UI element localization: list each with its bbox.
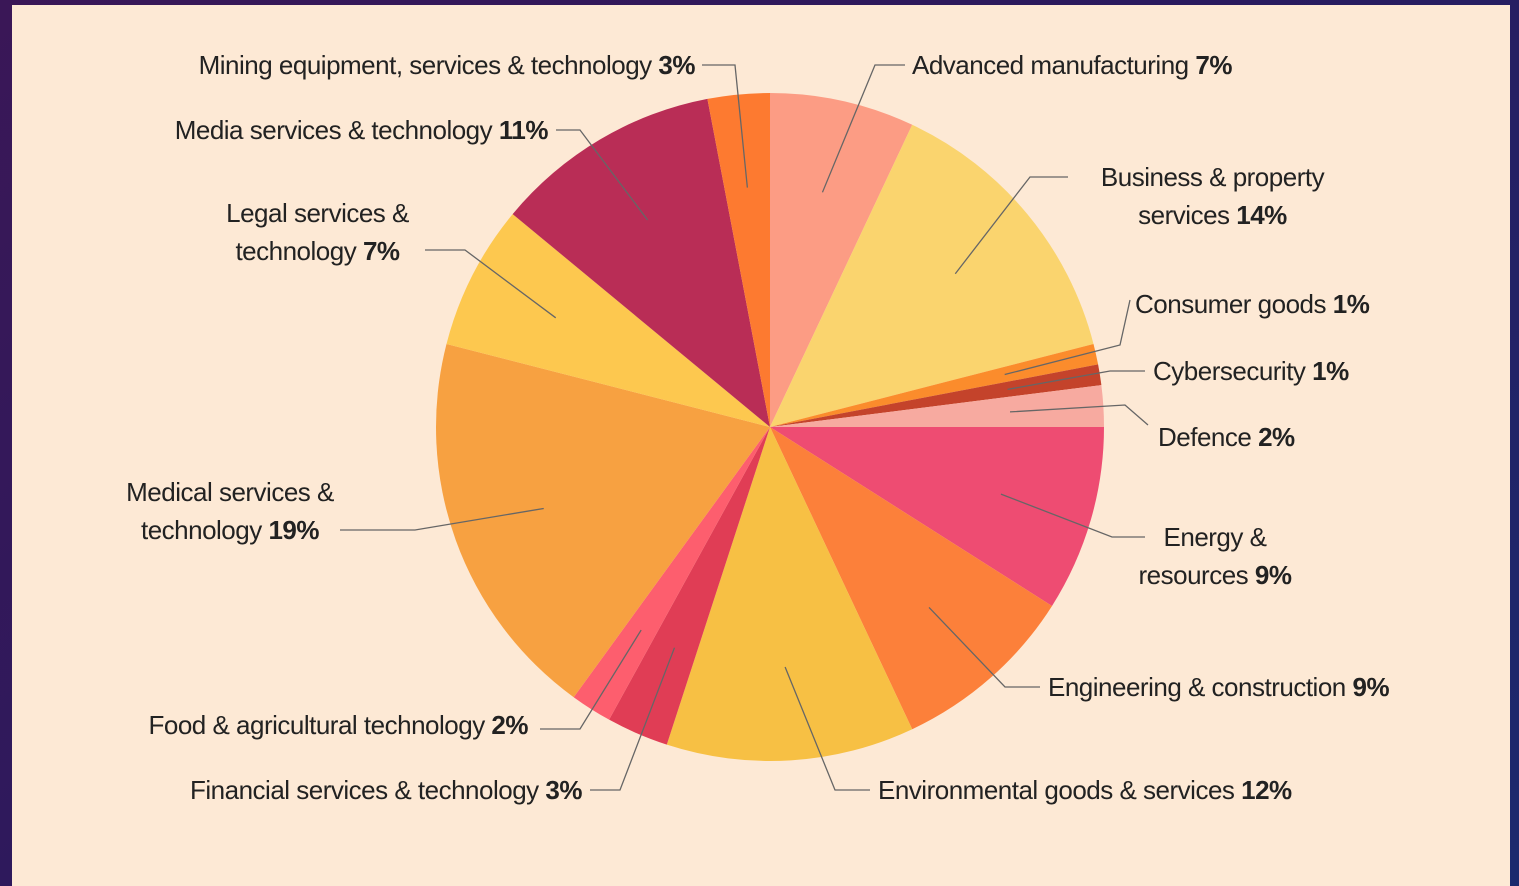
slice-label: Environmental goods & services 12% bbox=[878, 771, 1378, 809]
value-label: 19% bbox=[268, 515, 320, 545]
leader-line bbox=[425, 249, 557, 319]
value-label: 7% bbox=[362, 236, 400, 266]
value-label: 1% bbox=[1312, 356, 1349, 386]
category-name: Advanced manufacturing bbox=[912, 50, 1189, 80]
leader-line bbox=[340, 507, 544, 531]
value-label: 1% bbox=[1332, 289, 1370, 319]
category-name: Energy & resources bbox=[1138, 522, 1267, 590]
pie-slice bbox=[770, 364, 1102, 427]
leader-line bbox=[1004, 299, 1131, 376]
leader-line bbox=[928, 606, 1040, 688]
category-name: Financial services & technology bbox=[190, 775, 539, 805]
value-label: 9% bbox=[1254, 560, 1292, 590]
category-name: Environmental goods & services bbox=[878, 775, 1235, 805]
pie-slice bbox=[770, 427, 1104, 606]
pie-slice bbox=[609, 427, 770, 745]
pie-slice bbox=[707, 93, 770, 427]
pie-slice bbox=[446, 214, 770, 427]
slice-label: Defence 2% bbox=[1158, 418, 1378, 456]
category-name: Medical services & technology bbox=[126, 477, 334, 545]
leader-line bbox=[784, 666, 870, 791]
pie-slice bbox=[770, 93, 913, 427]
leader-line bbox=[702, 64, 749, 188]
leader-line bbox=[1000, 493, 1145, 538]
category-name: Cybersecurity bbox=[1153, 356, 1306, 386]
leader-line bbox=[590, 647, 676, 791]
slice-label: Medical services & technology 19% bbox=[80, 473, 380, 549]
value-label: 2% bbox=[1258, 422, 1295, 452]
pie-slice bbox=[512, 98, 770, 427]
category-name: Defence bbox=[1158, 422, 1252, 452]
slice-label: Media services & technology 11% bbox=[48, 111, 549, 149]
leader-line bbox=[821, 64, 905, 193]
category-name: Business & property services bbox=[1100, 162, 1325, 230]
leader-line bbox=[1007, 370, 1145, 391]
value-label: 3% bbox=[545, 775, 582, 805]
value-label: 12% bbox=[1241, 775, 1292, 805]
pie-slice bbox=[770, 343, 1099, 427]
value-label: 14% bbox=[1236, 200, 1287, 230]
category-name: Legal services & technology bbox=[226, 198, 409, 266]
leader-line bbox=[1009, 404, 1149, 426]
slice-label: Financial services & technology 3% bbox=[82, 771, 582, 809]
slice-label: Mining equipment, services & technology … bbox=[48, 46, 696, 84]
category-name: Media services & technology bbox=[174, 115, 493, 145]
value-label: 11% bbox=[498, 115, 549, 145]
slice-label: Food & agricultural technology 2% bbox=[28, 706, 528, 744]
slice-label: Legal services & technology 7% bbox=[180, 194, 455, 270]
pie-slice bbox=[666, 427, 913, 761]
leader-line bbox=[556, 129, 649, 221]
category-name: Engineering & construction bbox=[1048, 672, 1346, 702]
value-label: 3% bbox=[658, 50, 695, 80]
leader-line bbox=[954, 176, 1068, 275]
value-label: 7% bbox=[1195, 50, 1232, 80]
slice-label: Consumer goods 1% bbox=[1135, 285, 1435, 323]
pie-slice bbox=[573, 427, 770, 720]
value-label: 9% bbox=[1352, 672, 1390, 702]
category-name: Mining equipment, services & technology bbox=[198, 50, 653, 80]
slice-label: Cybersecurity 1% bbox=[1153, 352, 1453, 390]
pie-slice bbox=[770, 427, 1053, 730]
slice-label: Business & property services 14% bbox=[1075, 158, 1350, 234]
pie-slice bbox=[436, 343, 770, 698]
pie-slice bbox=[770, 385, 1104, 427]
category-name: Food & agricultural technology bbox=[148, 710, 485, 740]
category-name: Consumer goods bbox=[1135, 289, 1327, 319]
slice-label: Engineering & construction 9% bbox=[1048, 668, 1468, 706]
leader-line bbox=[540, 629, 642, 730]
slice-label: Advanced manufacturing 7% bbox=[912, 46, 1332, 84]
slice-label: Energy & resources 9% bbox=[1115, 518, 1315, 594]
value-label: 2% bbox=[491, 710, 528, 740]
